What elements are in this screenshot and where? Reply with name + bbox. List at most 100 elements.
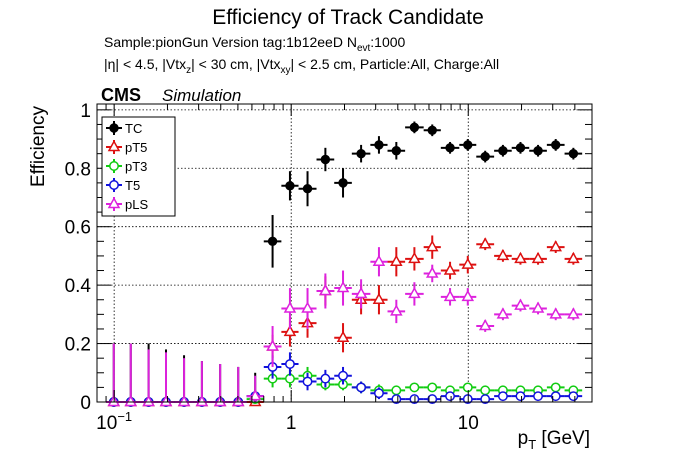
data-point	[124, 394, 138, 407]
data-point	[372, 254, 386, 267]
data-point	[427, 394, 438, 405]
y-tick-label: 0	[80, 393, 91, 414]
data-point	[427, 125, 437, 135]
x-tick-label-base: 10	[458, 413, 479, 434]
x-axis-label-text: pT [GeV]	[518, 428, 590, 452]
legend-label: pLS	[125, 197, 148, 212]
data-point	[354, 286, 368, 299]
simulation-label: Simulation	[162, 86, 241, 105]
data-point	[480, 151, 490, 162]
data-point	[480, 394, 491, 405]
data-point	[443, 289, 457, 302]
x-axis-label-main: p	[518, 428, 529, 449]
y-tick-label: 0.6	[65, 218, 91, 239]
legend-marker	[109, 123, 119, 133]
data-point	[302, 376, 313, 387]
data-point	[142, 394, 155, 407]
data-point	[248, 389, 262, 401]
data-point	[374, 388, 384, 399]
x-tick-label: 10−1	[96, 409, 132, 434]
y-axis-label: Efficiency	[28, 106, 49, 187]
data-point	[445, 143, 455, 153]
data-point	[445, 391, 456, 402]
cms-label: CMS	[101, 85, 141, 105]
x-tick-label-base: 10	[96, 413, 117, 434]
data-point	[283, 324, 297, 337]
data-point	[391, 394, 402, 405]
data-point	[390, 254, 403, 267]
legend: TC pT5 pT3 T5 pLS	[101, 116, 176, 217]
data-point	[302, 184, 313, 194]
x-tick-label-base: 1	[286, 413, 297, 434]
subtitle-block: Sample:pionGun Version tag:1b12eeD Nevt:…	[104, 34, 499, 76]
data-point	[497, 391, 508, 402]
data-point	[266, 339, 279, 351]
x-axis-label-unit: [GeV]	[536, 428, 590, 449]
data-point	[549, 307, 562, 319]
data-point	[427, 382, 438, 393]
data-point	[320, 154, 331, 165]
data-point	[567, 251, 580, 264]
data-point	[372, 292, 386, 304]
x-tick-label: 1	[286, 413, 297, 434]
subtitle-text: :1000	[370, 34, 405, 50]
data-point	[515, 143, 526, 153]
subtitle-text: | < 2.5 cm, Particle:All, Charge:All	[290, 56, 499, 72]
data-point	[267, 236, 278, 247]
data-point	[338, 370, 348, 381]
data-point	[461, 257, 475, 269]
data-point	[374, 140, 384, 150]
y-tick-label: 0.4	[65, 276, 92, 297]
data-point	[463, 140, 473, 150]
subtitle-subscript: xy	[280, 65, 290, 76]
data-point	[285, 359, 295, 369]
y-tick-label: 0.2	[65, 335, 91, 356]
data-point	[533, 146, 543, 156]
legend-marker	[109, 161, 119, 171]
data-point	[213, 394, 227, 407]
y-tick-label: 0.8	[65, 159, 91, 180]
subtitle-text: Sample:pionGun Version tag:1b12eeD N	[104, 34, 357, 50]
data-point	[409, 382, 420, 393]
data-point	[356, 382, 367, 393]
legend-label: T5	[125, 178, 140, 193]
data-point	[550, 382, 561, 393]
subtitle-text: | < 30 cm, |Vtx	[191, 56, 280, 72]
data-point	[515, 391, 526, 402]
data-point	[531, 301, 545, 313]
chart-title: Efficiency of Track Candidate	[212, 6, 484, 29]
subtitle-subscript: evt	[357, 43, 371, 54]
data-point	[320, 373, 331, 384]
data-point	[514, 251, 527, 264]
subtitle-subscript: z	[186, 65, 191, 76]
data-point	[409, 394, 420, 405]
data-point	[549, 240, 562, 252]
data-point	[498, 146, 508, 156]
data-point	[391, 146, 402, 156]
subtitle-line-1: Sample:pionGun Version tag:1b12eeD Nevt:…	[104, 34, 406, 54]
legend-label: TC	[125, 121, 142, 136]
data-point	[409, 122, 420, 133]
data-point	[461, 289, 475, 302]
data-point	[356, 148, 366, 159]
legend-marker	[107, 139, 121, 152]
data-point	[283, 301, 297, 313]
legend-label: pT5	[125, 140, 147, 155]
data-point	[443, 263, 457, 275]
data-point	[336, 281, 350, 293]
data-point	[531, 251, 545, 264]
data-point	[177, 394, 191, 407]
x-axis-label: pT [GeV]	[518, 428, 590, 452]
subtitle-text: |η| < 4.5, |Vtx	[104, 56, 186, 72]
axis-ticks	[96, 104, 593, 403]
subtitle-line-2: |η| < 4.5, |Vtxz| < 30 cm, |Vtxxy| < 2.5…	[104, 56, 499, 76]
data-point	[390, 304, 403, 316]
data-point	[567, 307, 580, 319]
data-point	[478, 237, 492, 249]
data-point	[480, 385, 491, 396]
legend-marker	[109, 180, 119, 190]
x-axis-label-subscript: T	[528, 437, 536, 452]
